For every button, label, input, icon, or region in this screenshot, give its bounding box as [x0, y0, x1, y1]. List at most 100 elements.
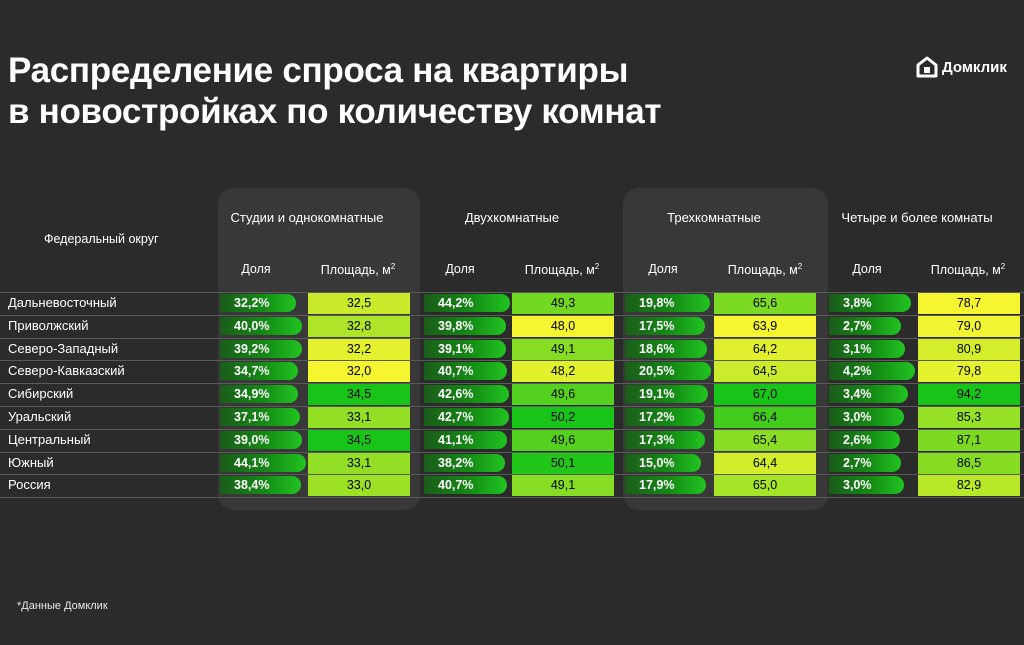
share-value: 3,1% — [843, 342, 872, 356]
share-value: 2,6% — [843, 433, 872, 447]
area-cell: 64,2 — [714, 339, 816, 360]
share-bar — [829, 294, 911, 312]
share-bar — [220, 340, 302, 358]
area-cell: 33,0 — [308, 475, 410, 496]
area-unit-superscript: 2 — [594, 262, 600, 271]
title-line-2: в новостройках по количеству комнат — [8, 92, 662, 131]
area-cell: 94,2 — [918, 384, 1020, 405]
area-cell: 50,2 — [512, 407, 614, 428]
area-cell: 32,2 — [308, 339, 410, 360]
area-cell: 86,5 — [918, 453, 1020, 474]
area-cell: 79,8 — [918, 361, 1020, 382]
share-header: Доля — [852, 262, 882, 276]
share-value: 32,2% — [234, 296, 270, 310]
share-value: 38,4% — [234, 478, 270, 492]
share-bar — [625, 408, 705, 426]
share-value: 44,2% — [438, 296, 474, 310]
share-value: 34,9% — [234, 387, 270, 401]
row-divider — [0, 292, 1024, 293]
share-value: 20,5% — [639, 364, 675, 378]
row-divider — [0, 497, 1024, 498]
share-value: 3,4% — [843, 387, 872, 401]
row-divider — [0, 360, 1024, 361]
share-bar — [424, 408, 509, 426]
share-value: 3,8% — [843, 296, 872, 310]
page-title: Распределение спроса на квартиры в новос… — [8, 50, 662, 132]
share-bar — [625, 294, 710, 312]
area-unit-superscript: 2 — [797, 262, 803, 271]
share-bar — [625, 476, 706, 494]
share-value: 38,2% — [438, 456, 474, 470]
share-header: Доля — [648, 262, 678, 276]
title-line-1: Распределение спроса на квартиры — [8, 51, 629, 90]
area-cell: 80,9 — [918, 339, 1020, 360]
area-cell: 49,3 — [512, 293, 614, 314]
share-bar — [424, 294, 510, 312]
area-cell: 67,0 — [714, 384, 816, 405]
area-cell: 33,1 — [308, 407, 410, 428]
share-bar — [625, 340, 707, 358]
region-label: Дальневосточный — [8, 295, 117, 310]
share-bar — [220, 294, 296, 312]
group-header: Трехкомнатные — [667, 210, 761, 225]
share-bar — [220, 454, 306, 472]
share-value: 17,2% — [639, 410, 675, 424]
share-value: 42,7% — [438, 410, 474, 424]
row-divider — [0, 338, 1024, 339]
share-bar — [424, 476, 507, 494]
area-unit-superscript: 2 — [390, 262, 396, 271]
share-value: 39,1% — [438, 342, 474, 356]
share-bar — [829, 340, 905, 358]
area-cell: 32,8 — [308, 316, 410, 337]
share-value: 39,0% — [234, 433, 270, 447]
share-value: 2,7% — [843, 456, 872, 470]
area-cell: 82,9 — [918, 475, 1020, 496]
share-bar — [424, 340, 506, 358]
area-cell: 48,2 — [512, 361, 614, 382]
share-value: 34,7% — [234, 364, 270, 378]
share-bar — [220, 408, 300, 426]
area-cell: 49,6 — [512, 430, 614, 451]
share-value: 19,8% — [639, 296, 675, 310]
share-header: Доля — [241, 262, 271, 276]
row-divider — [0, 383, 1024, 384]
share-value: 17,9% — [639, 478, 675, 492]
share-bar — [424, 385, 509, 403]
row-divider — [0, 452, 1024, 453]
area-cell: 65,6 — [714, 293, 816, 314]
share-value: 15,0% — [639, 456, 675, 470]
share-bar — [220, 362, 298, 380]
group-header: Двухкомнатные — [464, 210, 560, 225]
region-label: Южный — [8, 455, 54, 470]
share-bar — [829, 476, 904, 494]
share-value: 40,7% — [438, 364, 474, 378]
row-divider — [0, 406, 1024, 407]
area-cell: 32,0 — [308, 361, 410, 382]
share-value: 44,1% — [234, 456, 270, 470]
share-bar — [424, 317, 506, 335]
row-divider — [0, 474, 1024, 475]
area-header: Площадь, м2 — [320, 262, 396, 278]
footnote: *Данные Домклик — [17, 600, 108, 612]
area-cell: 64,5 — [714, 361, 816, 382]
area-cell: 34,5 — [308, 384, 410, 405]
group-header: Четыре и более комнаты — [841, 210, 993, 225]
area-cell: 87,1 — [918, 430, 1020, 451]
region-header: Федеральный округ — [44, 232, 159, 246]
area-header: Площадь, м2 — [930, 262, 1006, 278]
group-header: Студии и однокомнатные — [230, 210, 384, 225]
share-bar — [625, 454, 701, 472]
area-cell: 50,1 — [512, 453, 614, 474]
share-bar — [829, 454, 901, 472]
area-header: Площадь, м2 — [727, 262, 803, 278]
area-cell: 33,1 — [308, 453, 410, 474]
share-bar — [829, 408, 904, 426]
share-bar — [220, 431, 302, 449]
share-bar — [829, 385, 908, 403]
area-header: Площадь, м2 — [524, 262, 600, 278]
area-cell: 78,7 — [918, 293, 1020, 314]
domclick-logo: Домклик — [916, 56, 1007, 78]
area-cell: 85,3 — [918, 407, 1020, 428]
area-cell: 34,5 — [308, 430, 410, 451]
area-cell: 79,0 — [918, 316, 1020, 337]
